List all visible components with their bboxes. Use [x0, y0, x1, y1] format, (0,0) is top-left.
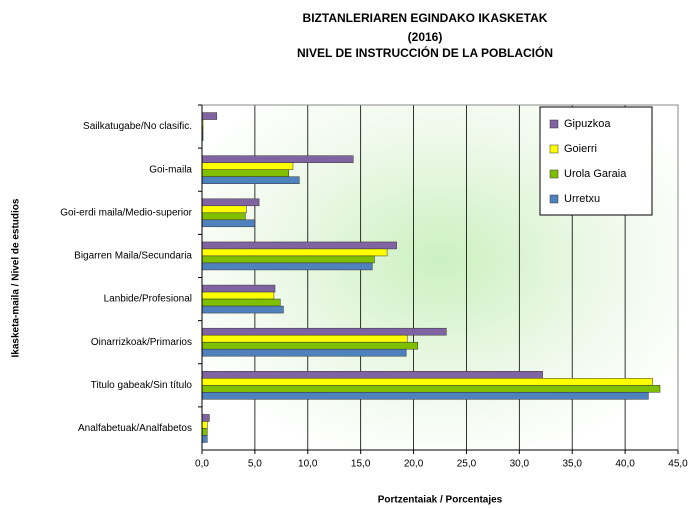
bar [201, 378, 653, 386]
x-tick-label: 5,0 [248, 459, 262, 470]
x-tick-label: 45,0 [668, 459, 688, 470]
bar [201, 414, 210, 422]
legend-swatch [549, 119, 559, 129]
bar [201, 284, 276, 293]
x-tick-label: 40,0 [615, 459, 635, 470]
bar [201, 255, 375, 264]
bar [201, 341, 419, 350]
bar [201, 169, 289, 177]
legend-swatch [549, 169, 559, 179]
legend-label: Urretxu [564, 193, 600, 205]
legend-label: Goierri [564, 143, 597, 155]
bar [201, 241, 397, 250]
bar [201, 327, 447, 336]
bar [201, 291, 275, 300]
chart-title: (2016) [408, 30, 443, 44]
x-tick-label: 30,0 [510, 459, 530, 470]
bar [201, 435, 208, 443]
bar [201, 176, 300, 184]
y-tick-label: Bigarren Maila/Secundaria [74, 251, 192, 262]
legend-swatch [549, 194, 559, 204]
bar [201, 262, 373, 271]
bar [201, 248, 388, 257]
bar [201, 212, 246, 221]
bar [201, 305, 284, 314]
bar [201, 385, 661, 393]
bar [201, 155, 354, 163]
x-axis-title: Portzentaiak / Porcentajes [378, 495, 503, 506]
bar [201, 371, 543, 379]
bar [201, 334, 408, 343]
y-tick-label: Analfabetuak/Analfabetos [78, 423, 192, 434]
legend-label: Gipuzkoa [564, 118, 611, 130]
y-tick-label: Goi-erdi maila/Medio-superior [60, 207, 192, 218]
y-axis-title: Ikasketa-maila / Nivel de estudios [11, 198, 22, 357]
legend [539, 106, 653, 216]
y-tick-label: Goi-maila [149, 164, 192, 175]
y-tick-label: Oinarrizkoak/Primarios [91, 337, 192, 348]
bar [201, 392, 649, 400]
x-tick-label: 25,0 [457, 459, 477, 470]
chart-title: NIVEL DE INSTRUCCIÓN DE LA POBLACIÓN [297, 45, 553, 60]
bar [201, 162, 294, 170]
x-tick-label: 0,0 [195, 459, 209, 470]
x-tick-label: 35,0 [562, 459, 582, 470]
bar [201, 205, 247, 214]
x-tick-label: 10,0 [298, 459, 318, 470]
y-tick-label: Lanbide/Profesional [104, 294, 192, 305]
bar [201, 219, 256, 228]
bar [201, 112, 218, 120]
legend-swatch [549, 144, 559, 154]
bar [201, 421, 208, 429]
bar [201, 348, 407, 357]
x-tick-label: 15,0 [351, 459, 371, 470]
bar [201, 428, 208, 436]
chart-title: BIZTANLERIAREN EGINDAKO IKASKETAK [303, 11, 548, 25]
legend-label: Urola Garaia [564, 168, 627, 180]
x-tick-label: 20,0 [404, 459, 424, 470]
y-tick-label: Titulo gabeak/Sin título [91, 380, 193, 391]
y-tick-label: Sailkatugabe/No clasific. [83, 121, 192, 132]
bar [201, 198, 260, 207]
bar [201, 298, 281, 307]
